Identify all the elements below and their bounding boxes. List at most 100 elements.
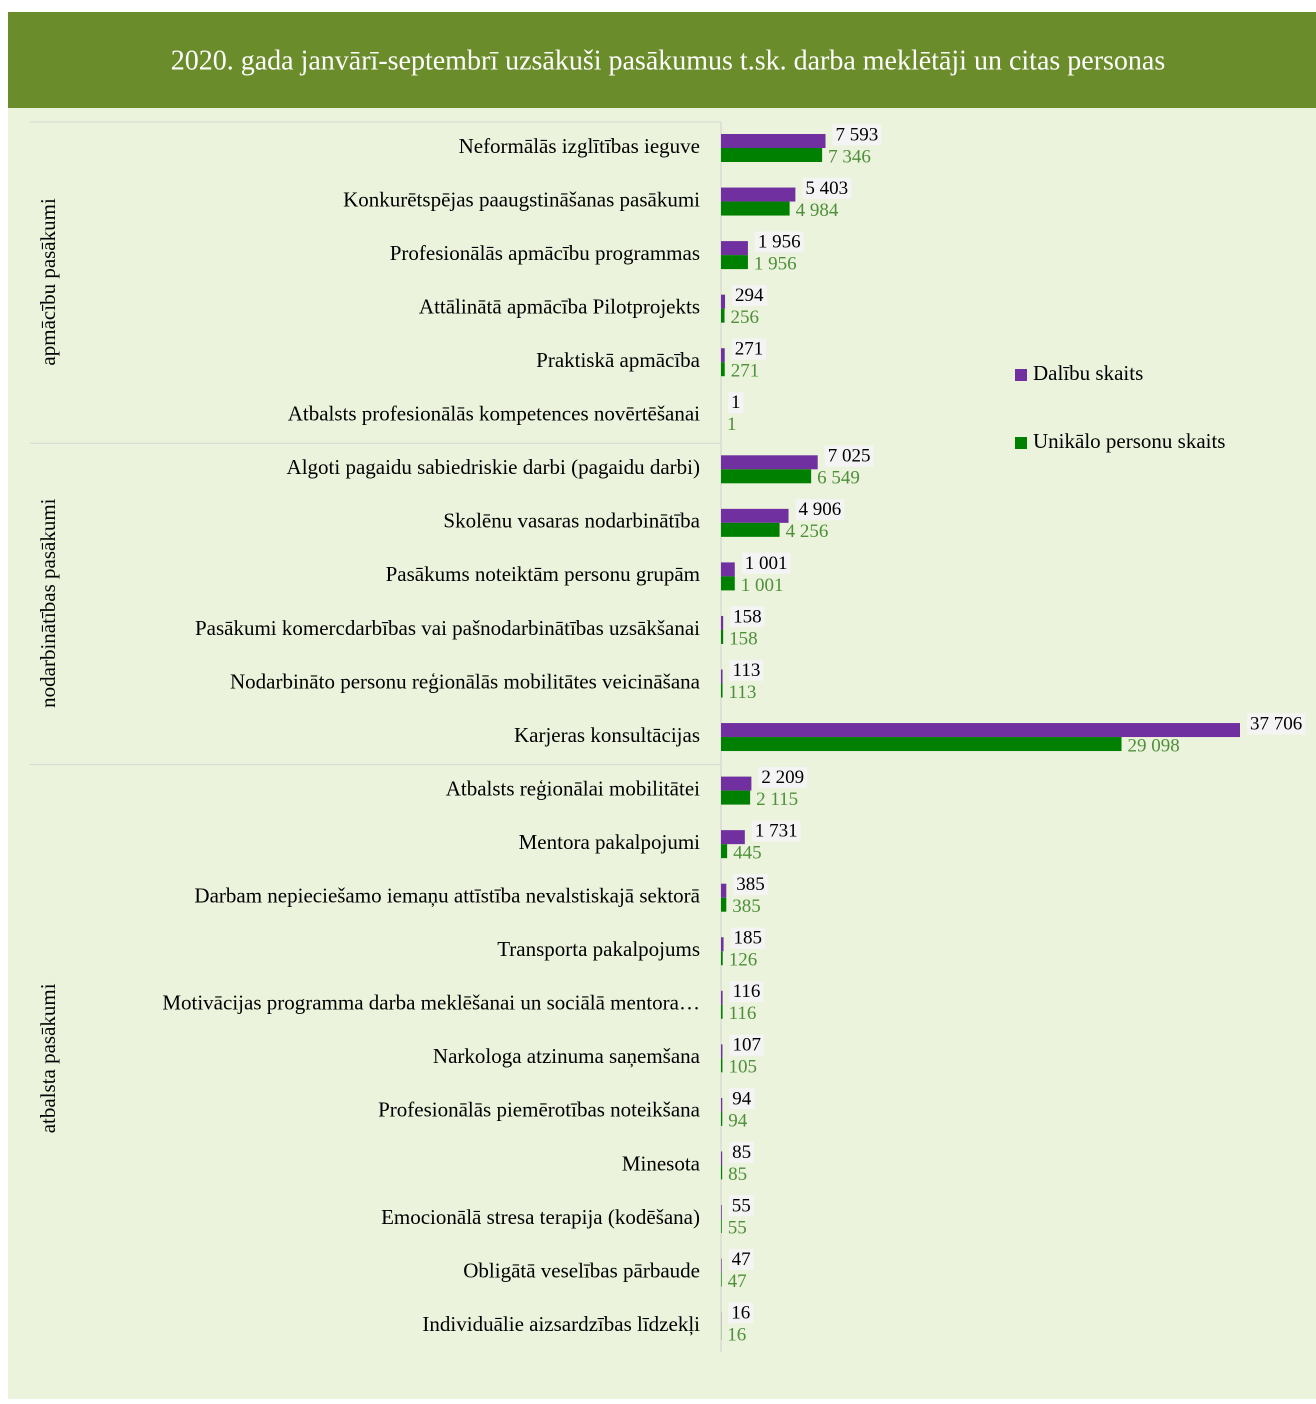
bar <box>721 1005 723 1019</box>
bar <box>721 362 725 376</box>
data-label: 4 984 <box>796 200 839 221</box>
category-label: Emocionālā stresa terapija (kodēšana) <box>381 1205 700 1229</box>
category-label: Attālinātā apmācība Pilotprojekts <box>419 294 700 318</box>
bar <box>721 1165 722 1179</box>
data-label: 385 <box>736 874 765 895</box>
data-label: 271 <box>731 361 760 382</box>
legend-label: Dalību skaits <box>1033 361 1143 385</box>
data-label: 37 706 <box>1250 713 1302 734</box>
category-label: Praktiskā apmācība <box>536 348 701 372</box>
category-label: Skolēnu vasaras nodarbinātība <box>443 509 700 533</box>
data-label: 1 956 <box>754 253 797 274</box>
bar <box>721 937 724 951</box>
data-label: 2 115 <box>756 789 798 810</box>
data-label: 271 <box>735 339 764 360</box>
data-label: 4 906 <box>799 499 842 520</box>
category-label: Transporta pakalpojums <box>497 937 700 961</box>
bar <box>721 188 795 202</box>
category-label: Minesota <box>622 1151 701 1175</box>
bar <box>721 469 811 483</box>
group-label: apmācību pasākumi <box>36 198 60 366</box>
data-label: 2 209 <box>761 767 804 788</box>
data-label: 445 <box>733 843 762 864</box>
category-label: Profesionālās piemērotības noteikšana <box>378 1098 701 1122</box>
data-label: 1 <box>727 414 737 435</box>
bar <box>721 844 727 858</box>
data-label: 256 <box>731 307 760 328</box>
data-label: 16 <box>727 1324 746 1345</box>
data-label: 1 <box>731 392 741 413</box>
bar <box>721 1151 722 1165</box>
bar <box>721 148 822 162</box>
data-label: 4 256 <box>786 521 829 542</box>
legend-label: Unikālo personu skaits <box>1033 429 1225 453</box>
data-label: 29 098 <box>1128 735 1180 756</box>
bar <box>721 202 790 216</box>
data-label: 7 025 <box>828 446 871 467</box>
category-label: Algoti pagaidu sabiedriskie darbi (pagai… <box>287 455 700 479</box>
data-label: 85 <box>728 1164 747 1185</box>
category-label: Obligātā veselības pārbaude <box>463 1258 700 1282</box>
bar <box>721 1112 722 1126</box>
bar <box>721 1044 722 1058</box>
data-label: 85 <box>732 1142 751 1163</box>
data-label: 47 <box>732 1249 751 1270</box>
bar <box>721 991 723 1005</box>
data-label: 294 <box>735 285 764 306</box>
group-label: atbalsta pasākumi <box>36 983 60 1133</box>
data-label: 6 549 <box>817 468 860 489</box>
data-label: 158 <box>729 628 758 649</box>
category-label: Darbam nepieciešamo iemaņu attīstība nev… <box>194 884 700 908</box>
bar <box>721 670 723 684</box>
bar <box>721 630 723 644</box>
bar <box>721 791 750 805</box>
legend-swatch <box>1015 437 1027 449</box>
data-label: 7 346 <box>828 146 871 167</box>
data-label: 113 <box>729 682 757 703</box>
data-label: 385 <box>732 896 761 917</box>
data-label: 158 <box>733 606 762 627</box>
bar <box>721 255 748 269</box>
category-label: Atbalsts profesionālās kompetences novēr… <box>288 402 700 426</box>
data-label: 105 <box>728 1057 757 1078</box>
data-label: 185 <box>734 928 763 949</box>
data-label: 55 <box>732 1195 751 1216</box>
bar <box>721 1098 722 1112</box>
category-label: Motivācijas programma darba meklēšanai u… <box>162 991 700 1015</box>
data-label: 94 <box>732 1088 752 1109</box>
category-label: Neformālās izglītības ieguve <box>459 134 700 158</box>
data-label: 1 001 <box>741 575 784 596</box>
category-label: Konkurētspējas paaugstināšanas pasākumi <box>343 187 700 211</box>
bar <box>721 616 723 630</box>
bar <box>721 884 726 898</box>
bar <box>721 576 735 590</box>
data-label: 94 <box>728 1110 748 1131</box>
bar <box>721 309 725 323</box>
data-label: 1 001 <box>745 553 788 574</box>
data-label: 16 <box>731 1302 750 1323</box>
bar <box>721 737 1122 751</box>
data-label: 5 403 <box>805 178 848 199</box>
bar <box>721 509 789 523</box>
bar <box>721 455 818 469</box>
bar <box>721 1058 722 1072</box>
category-label: Profesionālās apmācību programmas <box>390 241 700 265</box>
category-label: Karjeras konsultācijas <box>514 723 700 747</box>
data-label: 47 <box>728 1271 747 1292</box>
data-label: 107 <box>732 1035 761 1056</box>
bar <box>721 562 735 576</box>
data-label: 55 <box>728 1217 747 1238</box>
bar <box>721 1205 722 1219</box>
category-label: Pasākums noteiktām personu grupām <box>386 562 700 586</box>
chart-background <box>8 12 1316 1399</box>
data-label: 113 <box>733 660 761 681</box>
bar <box>721 684 723 698</box>
category-label: Atbalsts reģionālai mobilitātei <box>446 776 700 800</box>
bar <box>721 1219 722 1233</box>
bar <box>721 951 723 965</box>
bar <box>721 523 780 537</box>
category-label: Narkologa atzinuma saņemšana <box>433 1044 701 1068</box>
legend-swatch <box>1015 369 1027 381</box>
data-label: 1 956 <box>758 231 801 252</box>
